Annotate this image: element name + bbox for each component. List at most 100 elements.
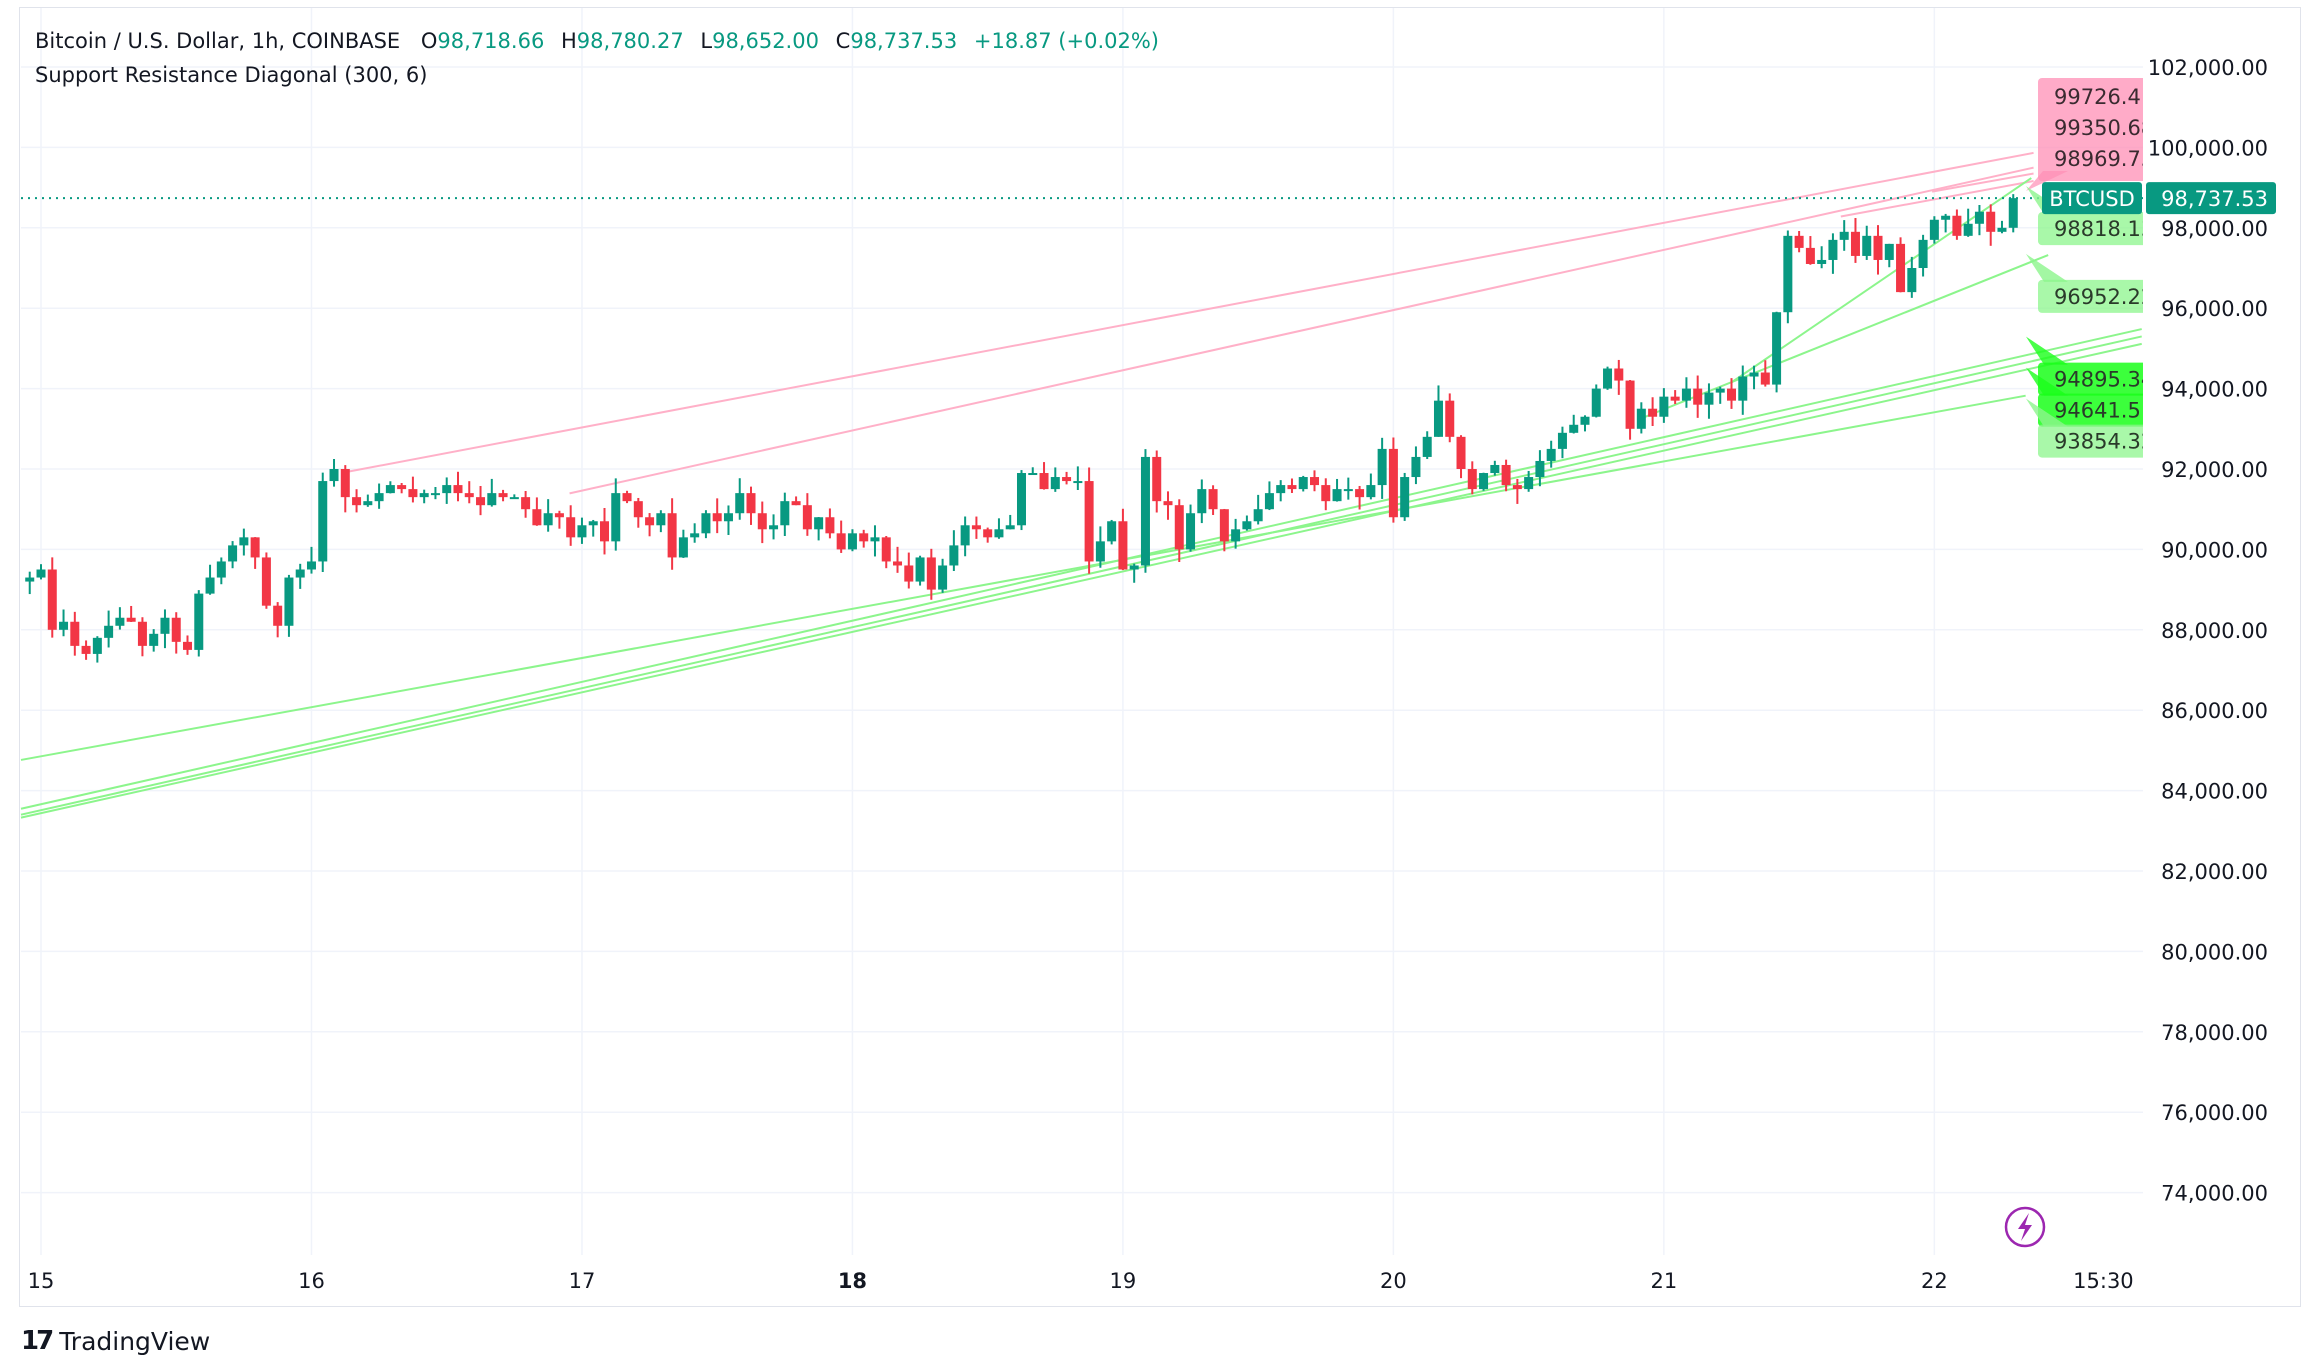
candle [1873,225,1883,275]
candle-body [228,545,238,562]
candle [1321,478,1331,511]
candle-body [814,517,824,530]
candle-body [2008,198,2018,228]
candle [1738,365,1748,415]
candle [1907,256,1917,298]
tradingview-logo[interactable]: 17 TradingView [21,1326,210,1356]
resistance-label: 98969.75 [2054,147,2154,171]
candle-body [476,497,486,506]
candle [1557,426,1567,459]
candle [306,546,316,574]
candle [1377,437,1387,499]
candle-body [1918,239,1928,268]
candle [1805,236,1815,265]
candle [1524,470,1534,492]
y-tick-label: 92,000.00 [2161,458,2268,482]
price-axis[interactable]: 102,000.00 100,000.00 98,000.00 96,000.00 94… [2148,56,2268,1206]
candle-body [126,617,136,622]
candle [261,552,271,609]
indicator-title[interactable]: Support Resistance Diagonal (300, 6) [35,63,428,87]
symbol-title[interactable]: Bitcoin / U.S. Dollar, 1h, COINBASE [35,29,401,53]
candle-body [1400,477,1410,518]
candle-body [600,521,609,542]
candle-body [1636,408,1646,429]
candle [1704,383,1714,419]
support-lines [20,177,2142,819]
candle [1242,515,1252,531]
candle [1997,220,2007,234]
candle [1231,518,1241,549]
candle [194,590,204,657]
candle [1614,359,1624,395]
lightning-icon[interactable] [2004,1206,2046,1248]
candle-body [1343,489,1353,492]
candle-body [216,561,226,578]
last-price-tag: BTCUSD 98,737.53 [2042,182,2276,215]
candle [25,571,35,595]
candle [1783,230,1793,324]
candle [352,489,362,513]
support-label-bg [2038,362,2143,396]
candle-body [329,469,339,482]
candle-body [746,493,756,514]
candle [1287,478,1297,493]
candle [1433,385,1443,437]
candle [1152,450,1162,513]
candle-body [1174,505,1184,550]
candle [1580,415,1590,432]
candle [36,564,46,580]
candle [1715,386,1725,404]
candle-body [1873,235,1883,260]
x-tick-label: 21 [1651,1269,1678,1293]
resistance-line [342,151,2034,474]
candle-body [464,493,474,498]
candle [735,478,745,520]
price-tag-symbol: BTCUSD [2049,187,2135,211]
candle-body [577,525,587,538]
candle-body [1760,372,1770,385]
candle-body [1377,448,1387,486]
candle [633,497,643,528]
candle [2008,194,2018,233]
candle-body [1929,219,1939,240]
candle-body [859,533,869,542]
candle-body [1524,477,1534,490]
high-label: H [561,29,577,53]
candle [1310,470,1320,492]
candle [870,525,880,557]
candle-body [926,557,936,590]
time-axis[interactable]: 15 16 17 18 19 20 21 22 15:30 [28,1269,2134,1293]
candle-body [915,557,925,582]
candle-body [306,561,316,570]
candle [566,505,576,546]
candle-body [611,493,621,542]
candle [183,635,193,655]
candle-body [1749,372,1759,377]
candle-body [1974,211,1984,224]
candle [1839,220,1849,251]
candle [1355,485,1365,510]
candle [701,510,711,539]
candle-body [509,497,519,500]
candle-body [1287,485,1297,490]
candle [1445,393,1455,443]
candle [385,481,395,494]
candle-body [1817,259,1827,264]
candle-body [723,513,733,522]
candle-body [1073,481,1083,484]
candle-body [36,569,46,578]
candle-body [1332,489,1342,502]
candle [149,629,159,652]
candle-body [498,493,508,498]
candle-body [171,617,181,642]
candle [1760,360,1770,387]
candle-body [847,533,857,550]
candle-body [239,537,249,546]
support-label-bg [2038,424,2143,458]
support-label: 94641.51 [2054,399,2154,423]
candle-body [1118,521,1128,570]
candle [1253,494,1263,525]
high-value: 98,780.27 [576,29,684,53]
candle-body [1794,235,1804,248]
